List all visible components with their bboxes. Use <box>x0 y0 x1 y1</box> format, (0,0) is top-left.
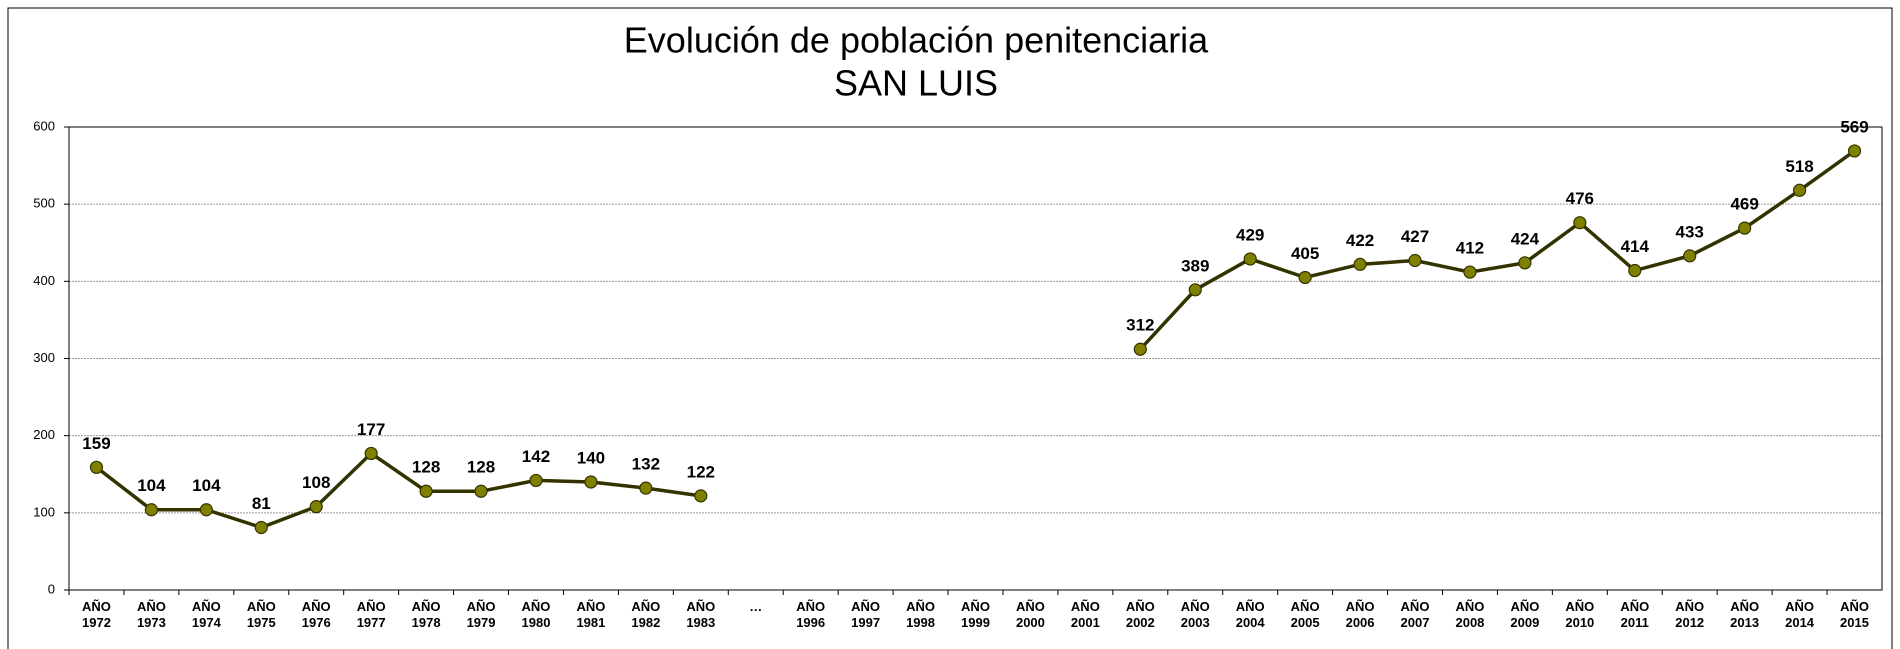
x-tick-label: AÑO 2006 <box>1345 599 1375 630</box>
plot-area <box>68 126 1883 591</box>
y-tick-label: 100 <box>33 504 55 519</box>
x-tick-label: AÑO 1997 <box>851 599 881 630</box>
x-tick-label: AÑO 1980 <box>521 599 551 630</box>
x-tick-label: AÑO 1974 <box>191 599 221 630</box>
data-label: 469 <box>1730 195 1758 214</box>
x-tick-label: AÑO 2013 <box>1730 599 1760 630</box>
data-label: 405 <box>1291 244 1319 263</box>
data-point <box>1243 252 1257 266</box>
x-tick-label: AÑO 2005 <box>1290 599 1320 630</box>
data-point <box>1792 183 1807 197</box>
x-tick-label: AÑO 1975 <box>246 599 276 630</box>
data-label: 128 <box>467 458 495 477</box>
data-point <box>474 484 488 498</box>
data-point <box>1628 263 1642 278</box>
y-tick-label: 300 <box>33 350 55 365</box>
x-tick-label: AÑO 1998 <box>906 599 935 630</box>
data-label: 132 <box>632 455 660 474</box>
x-tick-label: AÑO 2003 <box>1180 599 1210 630</box>
x-tick-label: AÑO 1999 <box>961 599 990 630</box>
data-label: 122 <box>687 462 715 481</box>
x-tick-label: AÑO 1978 <box>411 599 441 630</box>
data-point <box>639 481 653 495</box>
data-point <box>1518 256 1532 270</box>
x-tick-label: AÑO 1977 <box>356 599 386 630</box>
data-point <box>1188 283 1202 297</box>
series-line <box>95 149 1856 530</box>
data-point <box>694 489 708 503</box>
chart-border <box>7 7 1893 649</box>
x-tick-label: AÑO 2009 <box>1510 599 1540 630</box>
data-point <box>1573 216 1587 230</box>
data-point <box>144 503 159 517</box>
chart-subtitle: SAN LUIS <box>834 63 998 104</box>
x-tick-label: AÑO 1972 <box>82 599 111 630</box>
x-tick-label: AÑO 1981 <box>576 599 606 630</box>
data-point <box>1463 265 1477 279</box>
data-label: 476 <box>1566 189 1594 208</box>
y-tick-label: 200 <box>33 427 55 442</box>
x-tick-label: AÑO 2007 <box>1400 599 1430 630</box>
data-label: 177 <box>357 420 385 439</box>
data-label: 427 <box>1401 227 1429 246</box>
x-tick-label: AÑO 1973 <box>136 599 166 630</box>
x-tick-label: AÑO 2014 <box>1785 599 1815 630</box>
data-label: 518 <box>1785 157 1813 176</box>
x-tick-label: AÑO 1996 <box>796 599 826 630</box>
data-label: 414 <box>1621 237 1650 256</box>
data-point <box>309 500 323 514</box>
y-tick-label: 600 <box>33 118 55 133</box>
data-label: 159 <box>82 434 110 453</box>
x-tick-label: AÑO 1979 <box>466 599 496 630</box>
data-label: 140 <box>577 448 605 467</box>
data-label: 104 <box>192 476 221 495</box>
x-tick-label: AÑO 2011 <box>1620 599 1650 630</box>
data-label: 412 <box>1456 239 1484 258</box>
x-tick-label: AÑO 2000 <box>1015 599 1045 630</box>
data-point <box>1408 253 1422 268</box>
data-point <box>364 446 378 461</box>
y-tick-label: 500 <box>33 196 55 211</box>
data-label: 569 <box>1840 117 1868 136</box>
x-tick-label: AÑO 2008 <box>1455 599 1485 630</box>
data-label: 104 <box>137 476 166 495</box>
data-label: 429 <box>1236 225 1264 244</box>
chart-title: Evolución de población penitenciaria <box>624 20 1209 61</box>
x-tick-label: AÑO 2001 <box>1070 599 1100 630</box>
x-tick-label: … <box>749 599 763 614</box>
data-label: 422 <box>1346 231 1374 250</box>
y-tick-label: 0 <box>48 581 55 596</box>
data-point <box>1738 221 1752 235</box>
data-point <box>1847 144 1862 158</box>
data-label: 108 <box>302 473 330 492</box>
x-tick-label: AÑO 2004 <box>1235 599 1265 630</box>
x-tick-label: AÑO 1983 <box>686 599 716 630</box>
data-point <box>199 503 213 517</box>
data-point <box>584 475 598 489</box>
data-point <box>1298 270 1312 285</box>
data-label: 424 <box>1511 229 1540 248</box>
data-point <box>89 460 104 474</box>
data-point <box>1353 257 1367 271</box>
data-label: 128 <box>412 458 440 477</box>
x-tick-label: AÑO 1982 <box>631 599 661 630</box>
data-label: 142 <box>522 447 550 466</box>
data-label: 389 <box>1181 256 1209 275</box>
data-label: 81 <box>252 494 271 513</box>
y-tick-label: 400 <box>33 273 55 288</box>
data-label: 312 <box>1126 316 1154 335</box>
data-point <box>1133 342 1147 356</box>
x-tick-label: AÑO 2012 <box>1675 599 1705 630</box>
data-point <box>529 473 543 488</box>
x-tick-label: AÑO 2015 <box>1840 599 1869 630</box>
x-tick-label: AÑO 1976 <box>301 599 331 630</box>
x-tick-label: AÑO 2002 <box>1125 599 1155 630</box>
data-point <box>419 484 433 498</box>
data-point <box>254 520 268 535</box>
data-label: 433 <box>1676 222 1704 241</box>
data-point <box>1683 249 1697 263</box>
x-tick-label: AÑO 2010 <box>1565 599 1595 630</box>
